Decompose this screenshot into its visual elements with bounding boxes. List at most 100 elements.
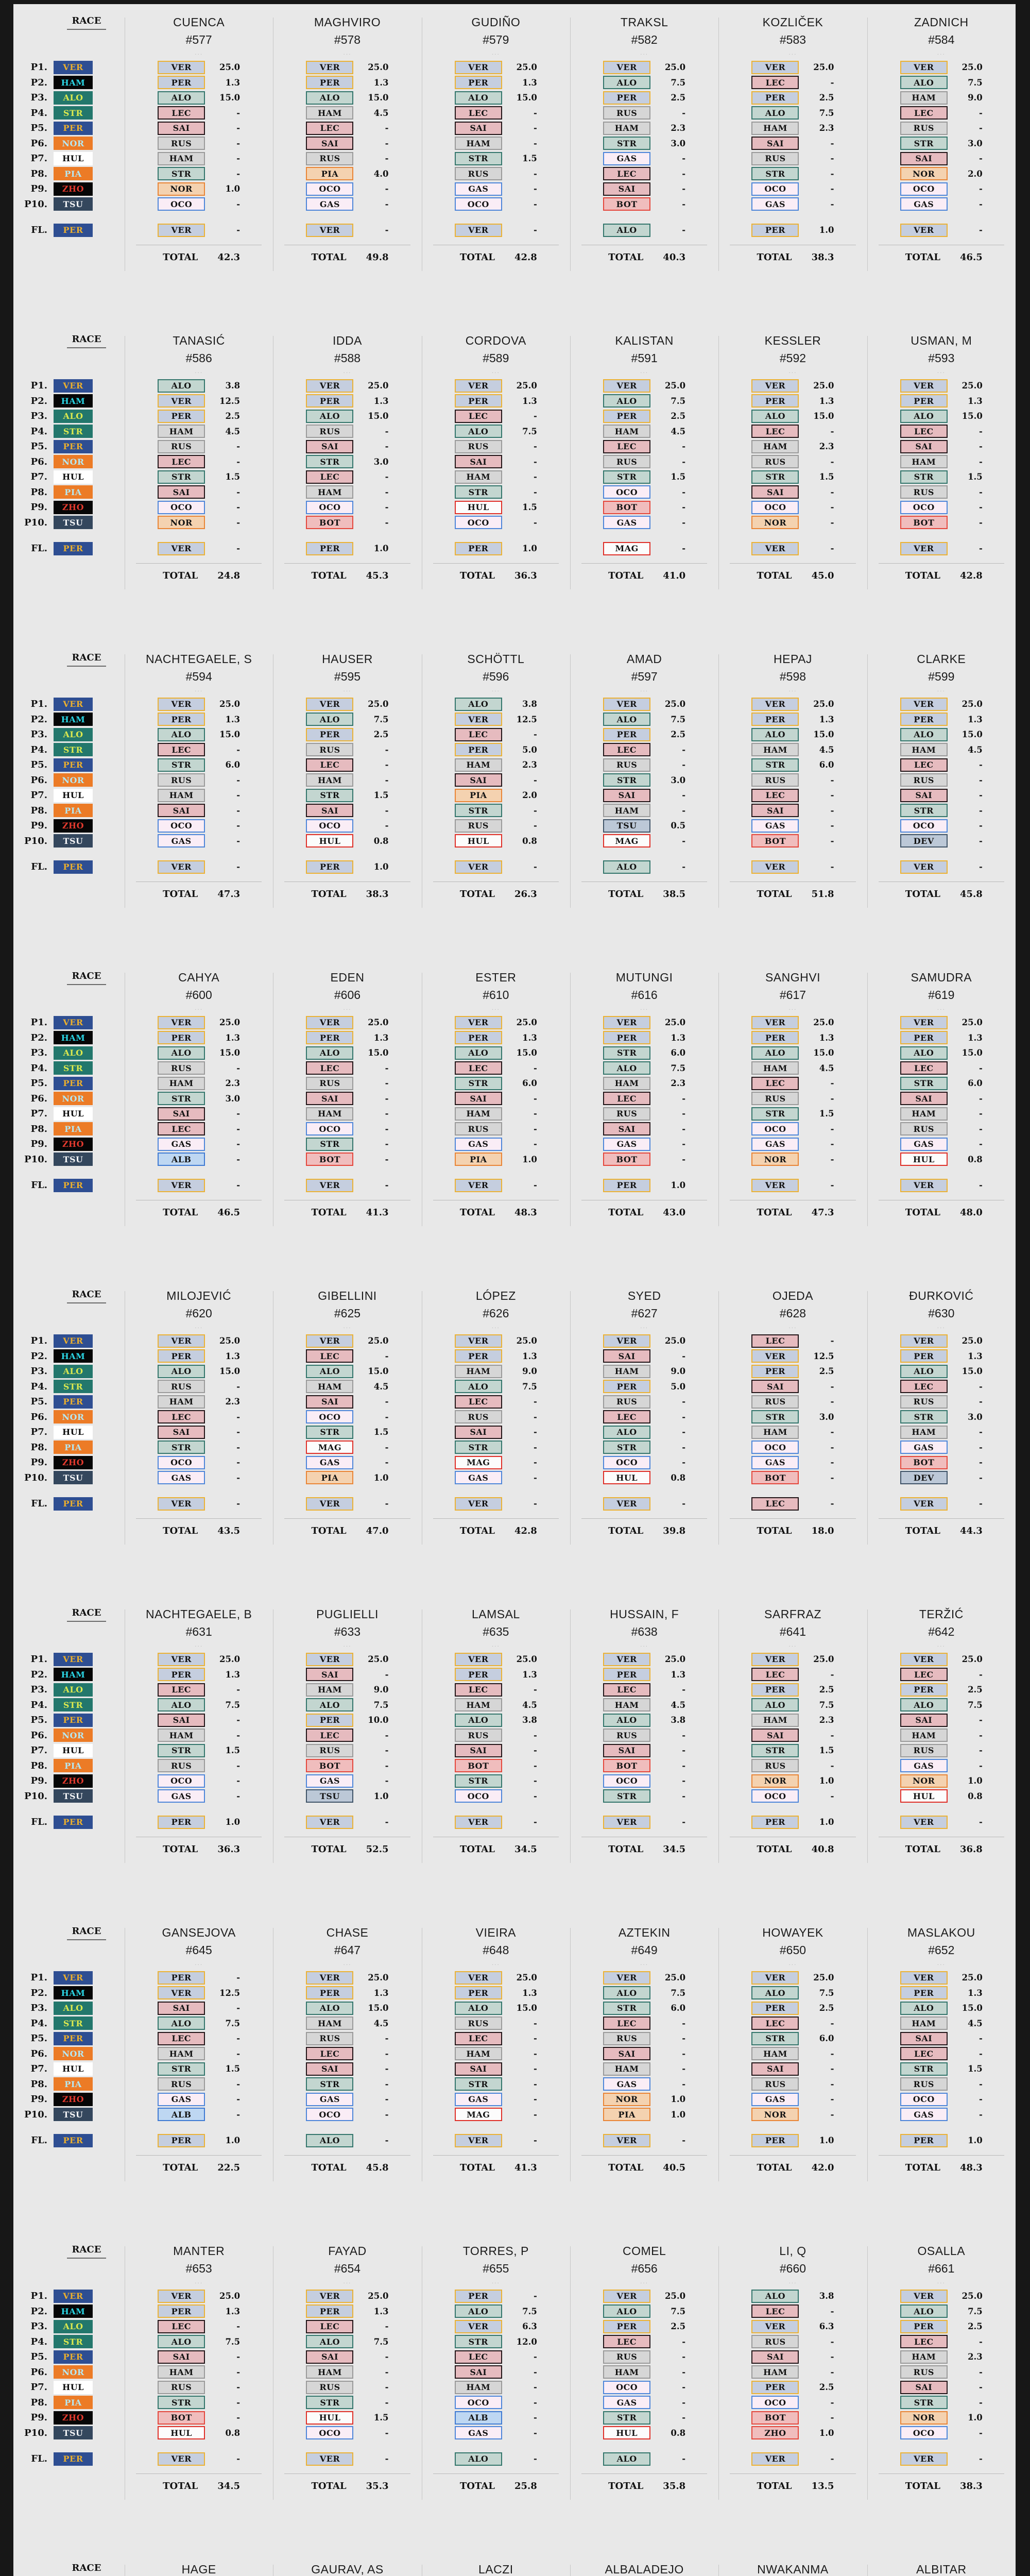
total-label: TOTAL [163,251,198,263]
position-label: P1. [30,1972,47,1984]
points-value: - [236,1063,241,1073]
race-header-label: RACE [67,15,106,30]
prediction-cell: ALO [158,1364,205,1378]
fastest-lap-prediction-row: VER - [751,541,834,556]
total-divider [878,2155,1004,2156]
fastest-lap-prediction-cell: ALO [603,2452,651,2466]
points-value: - [682,2048,686,2059]
prediction-row: OCO - [158,500,240,515]
player-column: MUTUNGI #616... VER 25.0 PER 1.3 STR 6.0 ALO 7.5 H… [570,971,718,1278]
points-value: - [533,1745,537,1756]
race-header-label: RACE [67,652,106,667]
points-value: 1.3 [968,1351,983,1361]
prediction-row: STR - [603,2410,685,2426]
total-value: 46.5 [217,1207,241,1218]
points-value: - [236,775,241,785]
race-result-row: P10. TSU [13,2426,125,2441]
prediction-row: RUS - [158,2380,240,2395]
prediction-row: STR 6.0 [751,2031,834,2046]
points-value: 1.3 [968,1032,983,1043]
points-value: 25.0 [664,381,686,391]
prediction-cell: PER [751,1031,799,1045]
fastest-lap-prediction-cell: PER [158,1815,205,1829]
player-name: NWAKANMA [757,2563,829,2576]
total-label: TOTAL [757,888,792,900]
race-result-row: P5. PER [13,2031,125,2046]
prediction-row: RUS - [158,439,240,454]
prediction-row: PER 1.3 [306,2304,388,2319]
prediction-row: OCO - [158,1773,240,1789]
prediction-row: HAM 4.5 [900,742,983,758]
points-value: - [830,138,834,148]
position-label: P4. [30,426,47,437]
points-value: - [533,1776,537,1786]
points-value: - [682,1351,686,1361]
prediction-cell: OCO [900,2092,948,2106]
fastest-lap-prediction-cell: VER [454,1178,502,1192]
total-divider [433,2473,559,2474]
race-result-cell: VER [54,1015,93,1029]
player-name: KALISTAN [615,334,674,347]
prediction-cell: LEC [603,2335,651,2349]
prediction-cell: PER [306,76,354,90]
prediction-cell: STR [603,1440,651,1454]
fastest-lap-points-value: - [830,2454,834,2464]
total-label: TOTAL [459,2162,495,2173]
fastest-lap-prediction-cell: VER [306,1497,354,1511]
player-column: VIEIRA #648... VER 25.0 PER 1.3 ALO 15.0 RUS - LEC… [421,1926,570,2233]
prediction-row: VER 25.0 [900,378,983,394]
player-column: NWAKANMA#667...VER25.0PER1.3HAM9.0ALO7.5… [718,2563,867,2576]
ellipsis-decoration: ... [640,1004,649,1011]
fastest-lap-points-value: - [978,1180,983,1191]
total-divider [878,2473,1004,2474]
points-value: 25.0 [813,1018,834,1028]
race-result-row: P3. ALO [13,2319,125,2334]
race-result-row: P5. PER [13,1713,125,1728]
ellipsis-decoration: ... [788,1004,797,1011]
prediction-row: HAM - [306,2365,388,2380]
points-value: - [830,1154,834,1164]
prediction-row: LEC - [158,1682,240,1698]
prediction-row: OCO - [900,181,983,197]
race-result-row: P9. ZHO [13,1137,125,1152]
prediction-cell: LEC [751,2016,799,2030]
points-value: - [533,1442,537,1452]
prediction-cell: LEC [454,2350,502,2364]
prediction-cell: TSU [306,1789,354,1803]
ellipsis-decoration: ... [491,686,500,693]
points-value: - [682,1154,686,1164]
player-column: KALISTAN #591... VER 25.0 ALO 7.5 PER 2.5 HAM 4.5… [570,334,718,641]
player-column: OSALLA #661... VER 25.0 ALO 7.5 PER 2.5 LEC - HAM 2… [867,2244,1016,2551]
prediction-cell: ALO [306,1364,354,1378]
points-value: 1.0 [968,2413,983,2423]
race-fastest-lap-row: FL. PER [13,1496,125,1512]
player-name: LÓPEZ [475,1289,516,1302]
ellipsis-decoration: ... [788,1959,797,1967]
prediction-row: ALO 15.0 [454,90,537,106]
total-value: 36.3 [514,570,537,581]
ellipsis-decoration: ... [937,1004,946,1011]
player-id: #641 [779,1625,806,1638]
total-value: 25.8 [514,2480,537,2492]
points-value: - [830,2079,834,2089]
fastest-lap-points-value: 1.0 [522,544,537,554]
points-value: 0.8 [522,836,537,846]
prediction-row: HAM 9.0 [603,1364,685,1379]
points-value: - [236,1760,241,1771]
prediction-row: PER 10.0 [306,1713,388,1728]
fastest-lap-points-value: - [830,1499,834,1509]
total-row: TOTAL 38.3 [751,252,834,263]
points-value: - [236,836,241,846]
prediction-row: BOT - [900,1455,983,1470]
points-value: - [682,1093,686,1104]
total-divider [136,563,262,564]
prediction-cell: BOT [306,516,354,530]
prediction-cell: BOT [158,2411,205,2425]
prediction-cell: VER [603,60,651,74]
prediction-cell: SAI [900,1713,948,1727]
position-label: P3. [30,729,47,740]
prediction-row: LEC - [751,424,834,439]
prediction-cell: ALO [158,2335,205,2349]
race-result-row: P7. HUL [13,469,125,485]
